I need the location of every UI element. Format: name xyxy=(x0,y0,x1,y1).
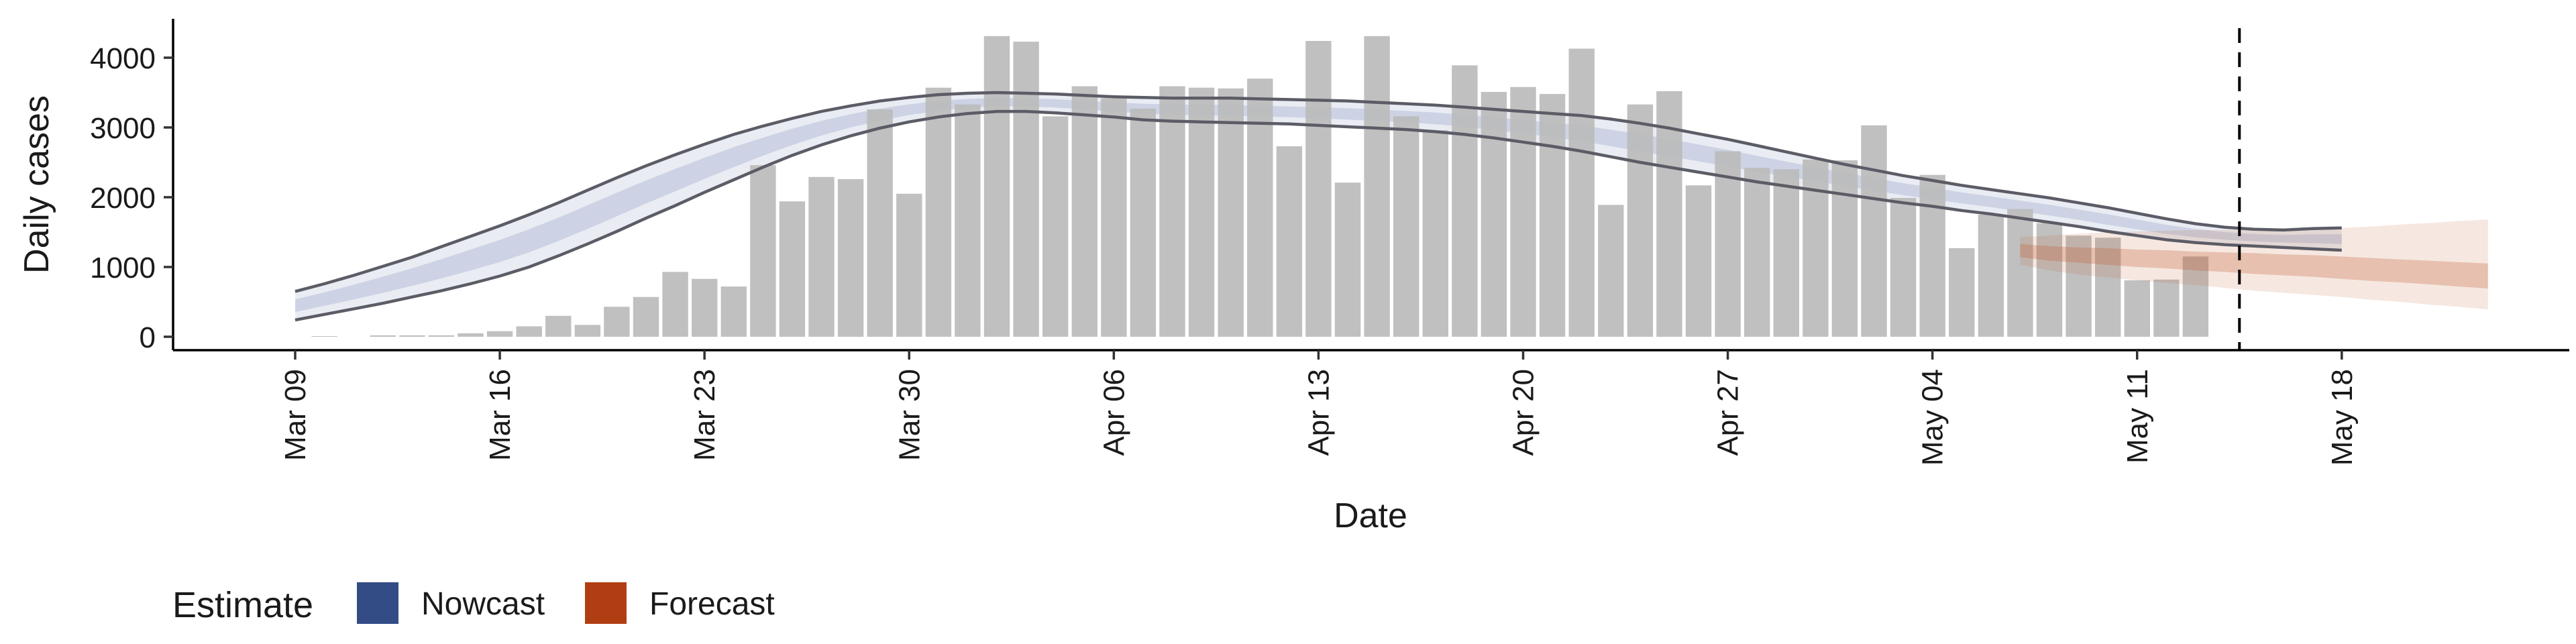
case-bar xyxy=(720,286,747,337)
case-bar xyxy=(1890,198,1917,337)
case-bar xyxy=(662,272,688,337)
case-bar xyxy=(2124,280,2150,337)
case-bar xyxy=(1627,104,1654,337)
case-bar xyxy=(1861,125,1887,337)
legend-swatch-forecast xyxy=(585,582,627,624)
case-bar xyxy=(1013,42,1039,337)
case-bar xyxy=(428,335,455,337)
case-bar xyxy=(1919,174,1945,337)
case-bar xyxy=(1218,88,1244,337)
x-tick-label: May 11 xyxy=(2121,369,2154,464)
case-bar xyxy=(1159,86,1185,337)
x-tick-label: Apr 20 xyxy=(1507,369,1540,456)
y-axis-title: Daily cases xyxy=(17,95,56,274)
x-tick-label: Apr 13 xyxy=(1302,369,1335,456)
case-bar xyxy=(1978,215,2004,337)
case-bar xyxy=(1685,185,1712,337)
daily-case-bars xyxy=(311,36,2209,337)
case-bar xyxy=(1656,91,1682,337)
case-bar xyxy=(1364,36,1390,337)
case-bar xyxy=(458,333,484,337)
legend-title: Estimate xyxy=(172,585,313,625)
case-bar xyxy=(1510,87,1536,337)
case-bar xyxy=(1101,98,1127,337)
case-bar xyxy=(486,331,513,337)
forecast-band-outer xyxy=(2020,219,2488,310)
x-axis-title: Date xyxy=(1334,496,1407,535)
case-bar xyxy=(2182,256,2209,337)
y-tick-label: 2000 xyxy=(90,182,156,215)
x-tick-label: Apr 06 xyxy=(1097,369,1130,456)
case-bar xyxy=(896,193,922,337)
case-bar xyxy=(1422,130,1448,337)
x-axis-ticks: Mar 09 Mar 16 Mar 23 Mar 30 Apr 06 Apr 13 Apr … xyxy=(279,350,2359,466)
case-bar xyxy=(1715,151,1741,337)
legend: Estimate Nowcast Forecast xyxy=(172,582,775,625)
case-bar xyxy=(1042,116,1069,337)
y-tick-label: 4000 xyxy=(90,42,156,75)
case-bar xyxy=(2036,223,2063,337)
case-bar xyxy=(633,297,659,337)
case-bar xyxy=(1568,48,1595,337)
forecast-bands xyxy=(2020,219,2488,310)
case-bar xyxy=(1452,65,1478,337)
case-bar xyxy=(1071,86,1097,337)
case-bar xyxy=(867,109,893,337)
case-bar xyxy=(2095,237,2121,337)
case-bar xyxy=(808,176,835,337)
x-tick-label: Apr 27 xyxy=(1712,369,1745,456)
case-bar xyxy=(692,278,718,337)
case-bar xyxy=(1773,169,1799,337)
case-bar xyxy=(604,307,630,337)
case-bar xyxy=(955,104,981,337)
estimate-upper-line xyxy=(294,91,2342,293)
case-bar xyxy=(1481,92,1507,337)
case-bar xyxy=(1393,116,1419,337)
case-bar xyxy=(983,36,1010,337)
x-tick-label: May 04 xyxy=(1917,369,1949,466)
case-bar xyxy=(837,179,864,337)
estimate-lower-line xyxy=(294,109,2342,322)
case-bar xyxy=(1803,159,1829,337)
forecast-band-inner xyxy=(2020,244,2488,289)
case-bar xyxy=(1305,41,1332,337)
case-bar xyxy=(1598,205,1624,337)
case-bar xyxy=(1744,168,1770,337)
case-bar xyxy=(399,335,425,337)
y-tick-label: 3000 xyxy=(90,112,156,145)
case-bar xyxy=(516,326,542,337)
case-bar xyxy=(370,335,396,337)
x-tick-label: Mar 09 xyxy=(279,369,312,461)
case-bar xyxy=(1247,78,1273,337)
case-bar xyxy=(311,336,337,337)
case-bar xyxy=(925,87,952,337)
case-bar xyxy=(1949,248,1975,337)
case-bar xyxy=(545,315,572,337)
y-tick-label: 0 xyxy=(140,321,156,354)
case-bar xyxy=(1334,182,1361,337)
case-bar xyxy=(2007,209,2033,337)
case-bar xyxy=(1276,146,1303,337)
case-bar xyxy=(574,325,601,337)
case-bar xyxy=(1539,94,1566,337)
legend-label-nowcast: Nowcast xyxy=(421,586,545,622)
case-bar xyxy=(2065,235,2092,337)
x-tick-label: Mar 30 xyxy=(893,369,926,461)
case-bar xyxy=(1831,160,1858,337)
legend-swatch-nowcast xyxy=(357,582,398,624)
x-tick-label: Mar 23 xyxy=(688,369,721,461)
case-bar xyxy=(779,201,806,337)
case-bar xyxy=(1188,87,1215,337)
case-bar xyxy=(2153,279,2180,337)
y-axis-ticks: 0 1000 2000 3000 4000 xyxy=(90,42,173,354)
x-tick-label: Mar 16 xyxy=(484,369,517,461)
x-tick-label: May 18 xyxy=(2326,369,2359,466)
case-bar xyxy=(1130,108,1157,337)
estimate-bound-lines xyxy=(294,91,2342,322)
y-tick-label: 1000 xyxy=(90,252,156,284)
case-bar xyxy=(750,165,776,337)
legend-label-forecast: Forecast xyxy=(649,586,775,622)
